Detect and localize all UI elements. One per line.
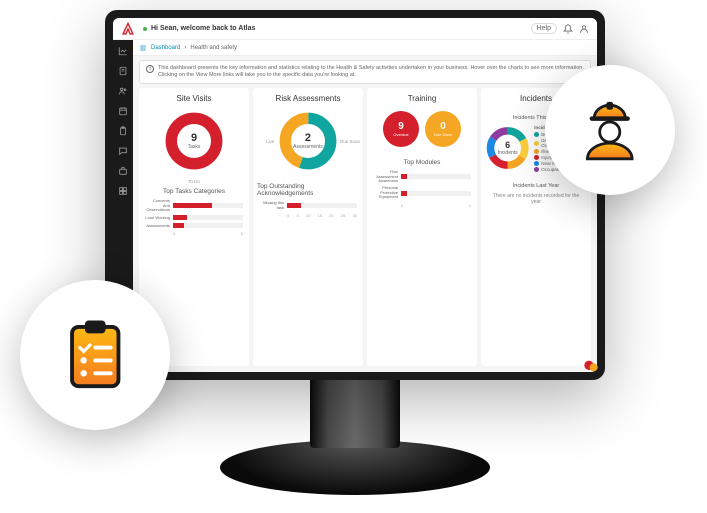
cards-row: Site Visits 9 Tasks To Do Top Tasks Cate… bbox=[133, 88, 597, 372]
chat-icon[interactable] bbox=[583, 358, 597, 372]
card-title: Incidents bbox=[520, 94, 552, 103]
site-visits-bars: Concerns And ObservationsLone WorkingAss… bbox=[143, 199, 245, 236]
training-duesoon-l: Due Soon bbox=[434, 132, 452, 137]
incidents-label: Incidents bbox=[498, 150, 518, 156]
risk-label: Assessments bbox=[293, 144, 323, 150]
monitor-stand-neck bbox=[310, 378, 400, 448]
welcome-text: Hi Sean, welcome back to Atlas bbox=[151, 25, 531, 32]
site-visits-sub: Top Tasks Categories bbox=[163, 188, 225, 195]
nav-chart-icon[interactable] bbox=[118, 46, 128, 56]
site-visits-value: 9 bbox=[188, 132, 201, 144]
worker-icon bbox=[574, 94, 646, 166]
risk-sub: Top Outstanding Acknowledgements bbox=[257, 183, 359, 197]
monitor-stand-base bbox=[220, 440, 490, 495]
card-title: Risk Assessments bbox=[276, 94, 341, 103]
incidents-value: 6 bbox=[498, 140, 518, 150]
risk-legend-live: Live bbox=[266, 139, 274, 144]
incidents-sub2: Incidents Last Year bbox=[513, 183, 559, 189]
training-overdue: 9 Overdue bbox=[383, 111, 419, 147]
nav-calendar-icon[interactable] bbox=[118, 106, 128, 116]
card-risk: Risk Assessments 2 Assessments Live Due … bbox=[253, 88, 363, 366]
breadcrumb: Dashboard › Health and safety bbox=[133, 40, 597, 56]
nav-people-icon[interactable] bbox=[118, 86, 128, 96]
topbar: Hi Sean, welcome back to Atlas Help bbox=[113, 18, 597, 40]
card-title: Site Visits bbox=[177, 94, 212, 103]
main-area: Dashboard › Health and safety i This das… bbox=[133, 40, 597, 372]
screen: Hi Sean, welcome back to Atlas Help Dash… bbox=[113, 18, 597, 372]
clipboard-bubble bbox=[20, 280, 170, 430]
training-circles: 9 Overdue 0 Due Soon bbox=[383, 111, 461, 147]
training-sub: Top Modules bbox=[404, 159, 441, 166]
risk-legend-due: Due Soon bbox=[340, 139, 360, 144]
risk-value: 2 bbox=[293, 132, 323, 144]
app-body: Dashboard › Health and safety i This das… bbox=[113, 40, 597, 372]
help-button[interactable]: Help bbox=[531, 23, 557, 34]
info-icon: i bbox=[146, 65, 154, 73]
risk-donut: 2 Assessments Live Due Soon bbox=[278, 111, 338, 171]
site-visits-donut: 9 Tasks bbox=[164, 111, 224, 171]
nav-clipboard-icon[interactable] bbox=[118, 126, 128, 136]
status-dot-icon bbox=[143, 27, 147, 31]
incidents-empty: There are no incidents recorded for the … bbox=[485, 193, 587, 205]
user-icon[interactable] bbox=[579, 24, 589, 34]
training-overdue-n: 9 bbox=[398, 121, 404, 132]
monitor-frame: Hi Sean, welcome back to Atlas Help Dash… bbox=[105, 10, 605, 380]
app-logo[interactable] bbox=[121, 22, 135, 36]
site-visits-label: Tasks bbox=[188, 144, 201, 150]
incidents-donut: 6 Incidents bbox=[485, 125, 530, 171]
bell-icon[interactable] bbox=[563, 24, 573, 34]
training-overdue-l: Overdue bbox=[393, 132, 408, 137]
training-duesoon-n: 0 bbox=[440, 121, 446, 132]
site-visits-legend: To Do bbox=[188, 179, 200, 184]
breadcrumb-root[interactable]: Dashboard bbox=[151, 45, 180, 51]
risk-bars: Missing this task051015202530 bbox=[257, 201, 359, 218]
nav-chat-icon[interactable] bbox=[118, 146, 128, 156]
chevron-right-icon: › bbox=[184, 45, 186, 51]
info-banner: i This dashboard presents the key inform… bbox=[139, 60, 591, 84]
menu-icon[interactable] bbox=[139, 44, 147, 52]
nav-grid-icon[interactable] bbox=[118, 186, 128, 196]
worker-bubble bbox=[545, 65, 675, 195]
card-title: Training bbox=[408, 94, 437, 103]
nav-case-icon[interactable] bbox=[118, 166, 128, 176]
nav-doc-icon[interactable] bbox=[118, 66, 128, 76]
info-text: This dashboard presents the key informat… bbox=[158, 65, 584, 79]
training-bars: Risk Assessment AwarenessPersonal Protec… bbox=[371, 170, 473, 207]
clipboard-icon bbox=[54, 314, 137, 397]
training-duesoon: 0 Due Soon bbox=[425, 111, 461, 147]
card-training: Training 9 Overdue 0 Due Soon Top Module… bbox=[367, 88, 477, 366]
breadcrumb-current: Health and safety bbox=[190, 45, 237, 51]
